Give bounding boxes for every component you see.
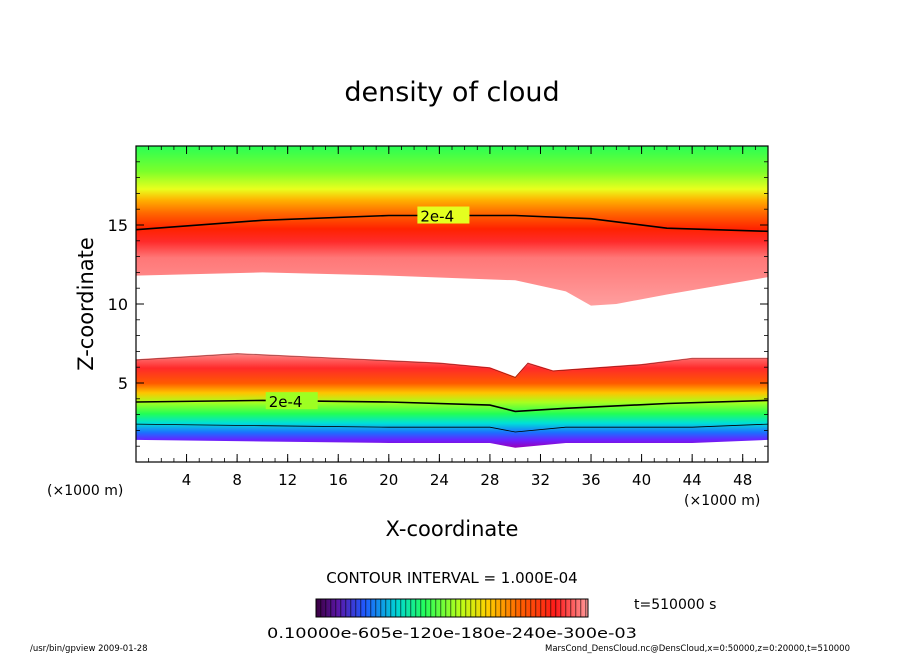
x-tick-label: 24 — [430, 471, 449, 489]
x-unit-label-left: (×1000 m) — [47, 483, 123, 499]
x-tick-label: 40 — [632, 471, 651, 489]
chart-title: density of cloud — [344, 77, 559, 108]
y-tick-label: 5 — [118, 374, 128, 393]
x-tick-label: 16 — [329, 471, 348, 489]
y-tick-label: 15 — [108, 216, 128, 235]
lower-base-contour — [136, 423, 768, 433]
contour-label-upper: 2e-4 — [420, 208, 454, 226]
contour-label-bg-lower — [265, 392, 318, 410]
x-tick-label: 48 — [733, 471, 752, 489]
lower-cloud-band — [136, 353, 768, 448]
x-tick-label: 36 — [581, 471, 600, 489]
x-tick-label: 20 — [379, 471, 398, 489]
y-axis-label: Z-coordinate — [74, 237, 98, 371]
upper-contour-line — [136, 214, 768, 233]
x-axis-label: X-coordinate — [386, 517, 519, 541]
x-tick-label: 28 — [480, 471, 499, 489]
plot-area: 2e-4 2e-4 — [136, 146, 768, 448]
contour-label-lower: 2e-4 — [269, 393, 303, 411]
footer-right: MarsCond_DensCloud.nc@DensCloud,x=0:5000… — [545, 644, 850, 654]
time-label: t=510000 s — [634, 597, 716, 613]
x-tick-label: 4 — [182, 471, 192, 489]
footer-left: /usr/bin/gpview 2009-01-28 — [30, 644, 148, 654]
contour-interval-text: CONTOUR INTERVAL = 1.000E-04 — [326, 569, 577, 587]
x-tick-label: 12 — [278, 471, 297, 489]
y-tick-label: 10 — [108, 295, 128, 314]
contour-label-bg-upper — [417, 206, 470, 224]
x-unit-label-right: (×1000 m) — [684, 493, 760, 509]
x-tick-label: 8 — [232, 471, 242, 489]
lower-cloud-top-contour — [136, 353, 768, 378]
colorbar-stripes — [316, 599, 588, 617]
x-tick-label: 44 — [683, 471, 702, 489]
colorbar-labels: 0.10000e-605e-120e-180e-240e-300e-03 — [267, 626, 637, 642]
upper-cloud-band — [136, 146, 768, 306]
x-tick-label: 32 — [531, 471, 550, 489]
